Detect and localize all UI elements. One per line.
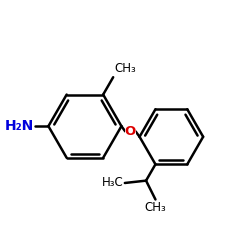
Text: O: O bbox=[125, 125, 136, 138]
Text: H₂N: H₂N bbox=[4, 119, 34, 133]
Text: CH₃: CH₃ bbox=[114, 62, 136, 75]
Text: CH₃: CH₃ bbox=[144, 201, 166, 214]
Text: H₃C: H₃C bbox=[102, 176, 124, 190]
